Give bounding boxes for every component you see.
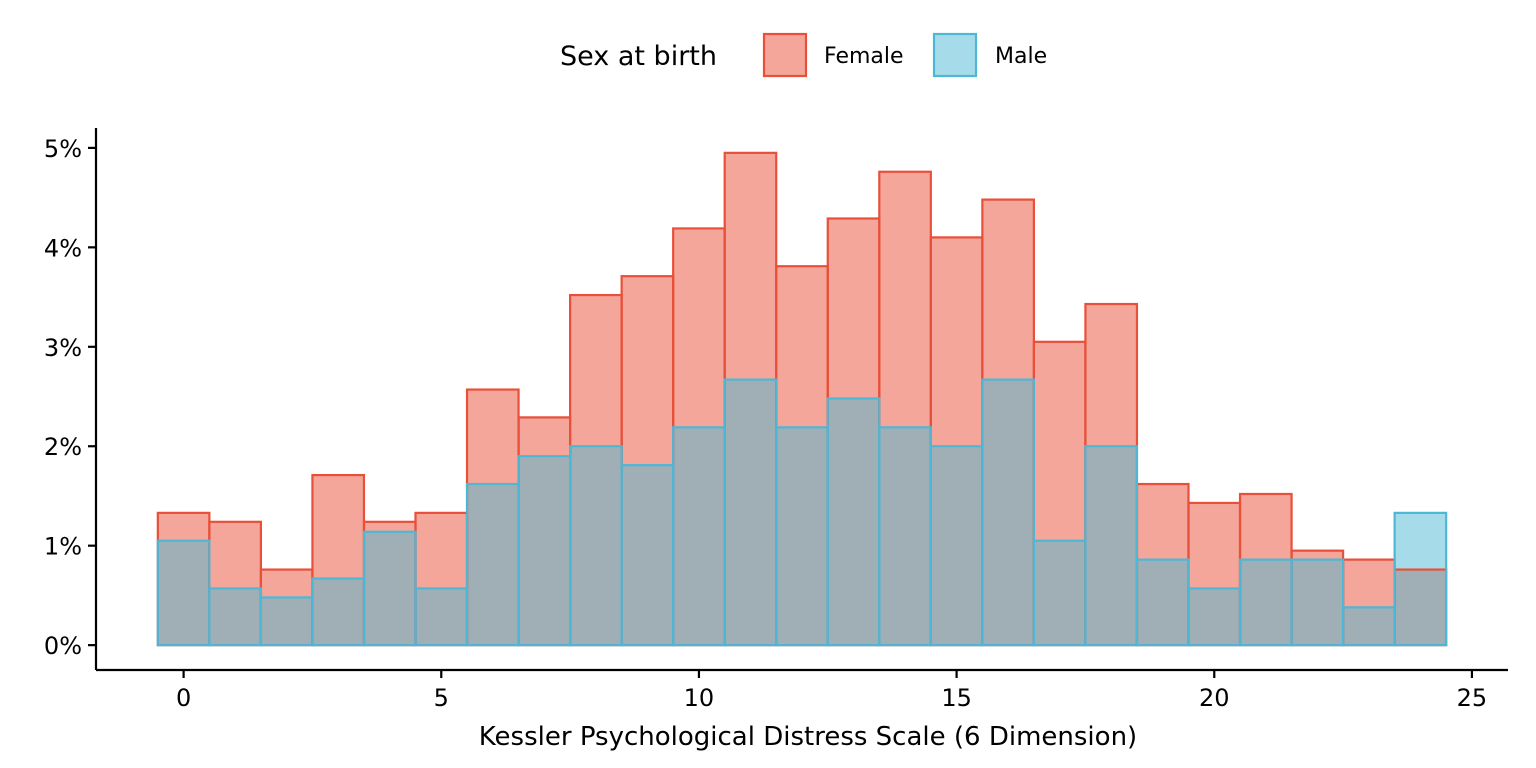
x-tick-label: 0 [176, 684, 191, 712]
overlap-bar-fill [157, 540, 210, 646]
overlap-bar-fill [982, 379, 1034, 646]
x-tick-label: 20 [1199, 684, 1230, 712]
overlap-bar-fill [673, 427, 725, 646]
overlap-bar-fill [1343, 607, 1395, 646]
overlap-bar-fill [1394, 569, 1447, 646]
legend-items: Female Male [762, 32, 1047, 78]
overlap-bar-fill [1033, 540, 1086, 646]
overlap-bar-fill [415, 588, 468, 646]
overlap-bar-fill [312, 578, 364, 646]
overlap-bar-fill [827, 398, 880, 646]
overlap-bar-fill [363, 531, 416, 646]
legend-label-female: Female [824, 44, 904, 69]
axes: 0% 1% 2% 3% 4% 5% 0 5 10 15 20 25 [44, 128, 1508, 712]
overlap-bar-fill [518, 456, 571, 646]
male-bar [1084, 445, 1139, 647]
legend-key-male [932, 32, 978, 78]
y-tick-label: 5% [44, 135, 82, 163]
y-tick-label: 1% [44, 533, 82, 561]
x-tick-label: 15 [941, 684, 972, 712]
overlap-bar-fill [1291, 559, 1344, 646]
legend: Sex at birth Female Male [560, 32, 1047, 78]
y-tick-label: 0% [44, 632, 82, 660]
male-bar [1290, 558, 1345, 647]
overlap-bar-fill [570, 446, 622, 646]
overlap-bar-fill [879, 427, 931, 646]
overlap-bar-fill [1136, 559, 1189, 646]
overlap-bar-fill [467, 484, 519, 646]
legend-label-male: Male [995, 44, 1047, 69]
x-tick-label: 10 [684, 684, 715, 712]
x-axis-title: Kessler Psychological Distress Scale (6 … [479, 722, 1137, 752]
overlap-bar-fill [260, 597, 313, 646]
male-bar [1393, 511, 1448, 647]
overlap-bar-fill [930, 446, 983, 646]
bars [156, 151, 1448, 647]
overlap-bar-fill [209, 588, 261, 646]
x-tick-label: 25 [1457, 684, 1488, 712]
male-bar [981, 378, 1035, 647]
overlap-bar-fill [1240, 559, 1292, 646]
overlap-bar-fill [1188, 588, 1241, 646]
legend-title: Sex at birth [560, 41, 717, 72]
x-tick-label: 5 [434, 684, 449, 712]
overlap-bar-fill [724, 379, 777, 646]
legend-key-female [762, 32, 808, 78]
y-tick-label: 4% [44, 234, 82, 262]
y-tick-label: 2% [44, 433, 82, 461]
overlap-bar-fill [776, 427, 828, 646]
overlap-bar-fill [1085, 446, 1137, 646]
overlap-bar-fill [621, 465, 674, 646]
y-tick-label: 3% [44, 334, 82, 362]
